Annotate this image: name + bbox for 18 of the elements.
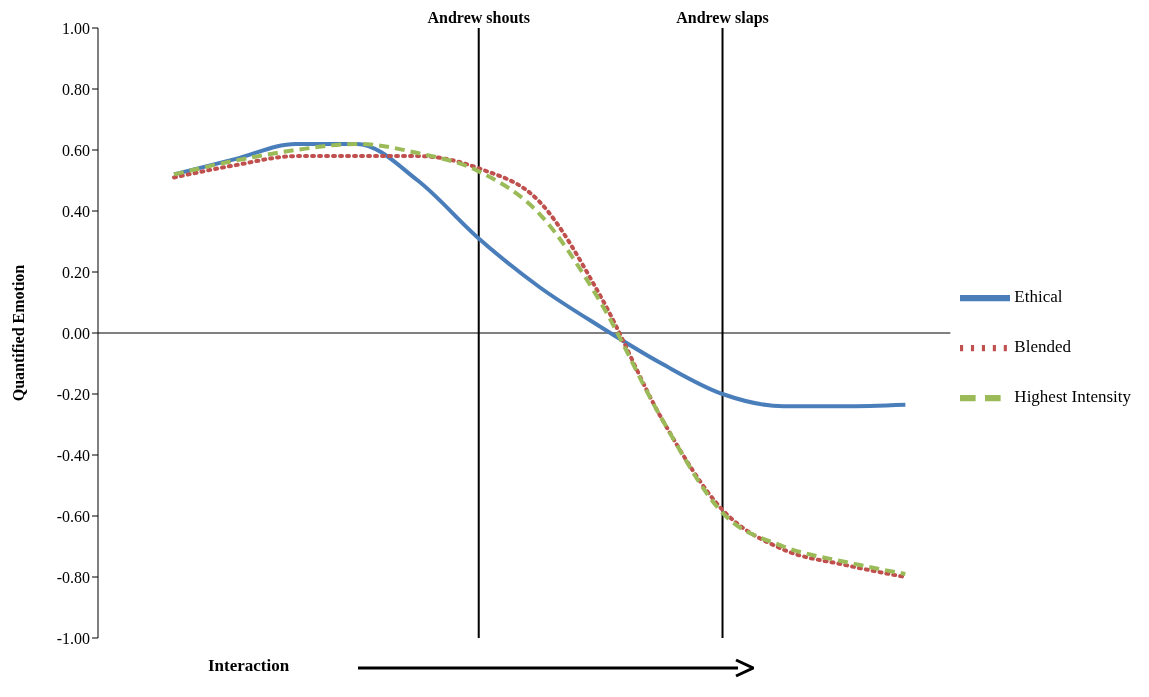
x-axis-title: Interaction [208, 656, 290, 676]
y-axis-title: Quantified Emotion [9, 264, 27, 402]
legend-label: Ethical [1014, 286, 1063, 306]
y-tick-label: 0.80 [62, 80, 90, 98]
y-tick-label: -0.40 [56, 446, 90, 464]
y-tick-label: -1.00 [56, 629, 90, 647]
y-tick-label: 0.40 [62, 202, 90, 220]
legend-label: Highest Intensity [1014, 386, 1131, 406]
y-tick-label: -0.20 [56, 385, 90, 403]
y-tick-label: 0.60 [62, 141, 90, 159]
y-tick-label: -0.80 [56, 568, 90, 586]
y-tick-label: 0.00 [62, 324, 90, 342]
y-tick-label: 1.00 [62, 19, 90, 37]
y-tick-label: -0.60 [56, 507, 90, 525]
legend-label: Blended [1014, 336, 1072, 356]
y-tick-label: 0.20 [62, 263, 90, 281]
text: Andrew shouts [427, 9, 530, 26]
text: Andrew slaps [676, 9, 769, 27]
